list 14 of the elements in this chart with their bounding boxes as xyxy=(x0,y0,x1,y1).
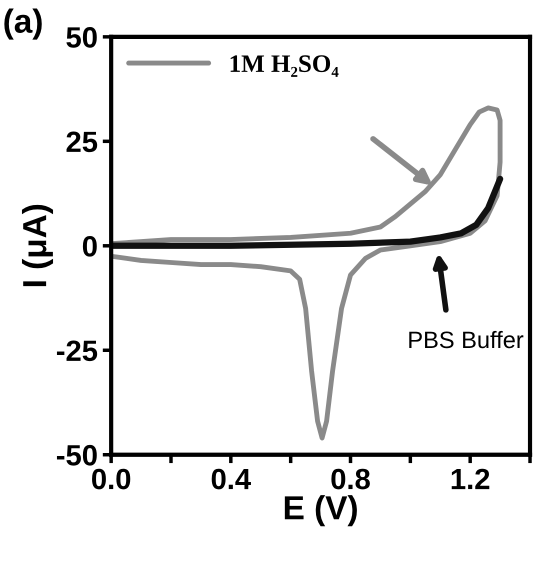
legend-label: 1M H₂SO₄ xyxy=(230,55,339,77)
y-tick-label: 50 xyxy=(66,27,97,48)
text: (a) xyxy=(4,8,42,40)
x-tick-label: 1.2 xyxy=(452,468,490,490)
y-tick-label: -25 xyxy=(56,340,98,362)
x-axis-title: E (V) xyxy=(284,495,357,526)
text: 0.0 xyxy=(92,468,130,490)
y-tick-label: -50 xyxy=(56,444,97,466)
x-tick-label: 0.8 xyxy=(331,468,370,490)
y-tick-label: 25 xyxy=(66,132,98,152)
y-axis-title: I (μA) xyxy=(22,204,54,286)
x-tick-label: 0.4 xyxy=(212,468,251,490)
y-tick-label: 0 xyxy=(82,236,97,257)
annotation: PBS Buffer xyxy=(409,330,524,348)
